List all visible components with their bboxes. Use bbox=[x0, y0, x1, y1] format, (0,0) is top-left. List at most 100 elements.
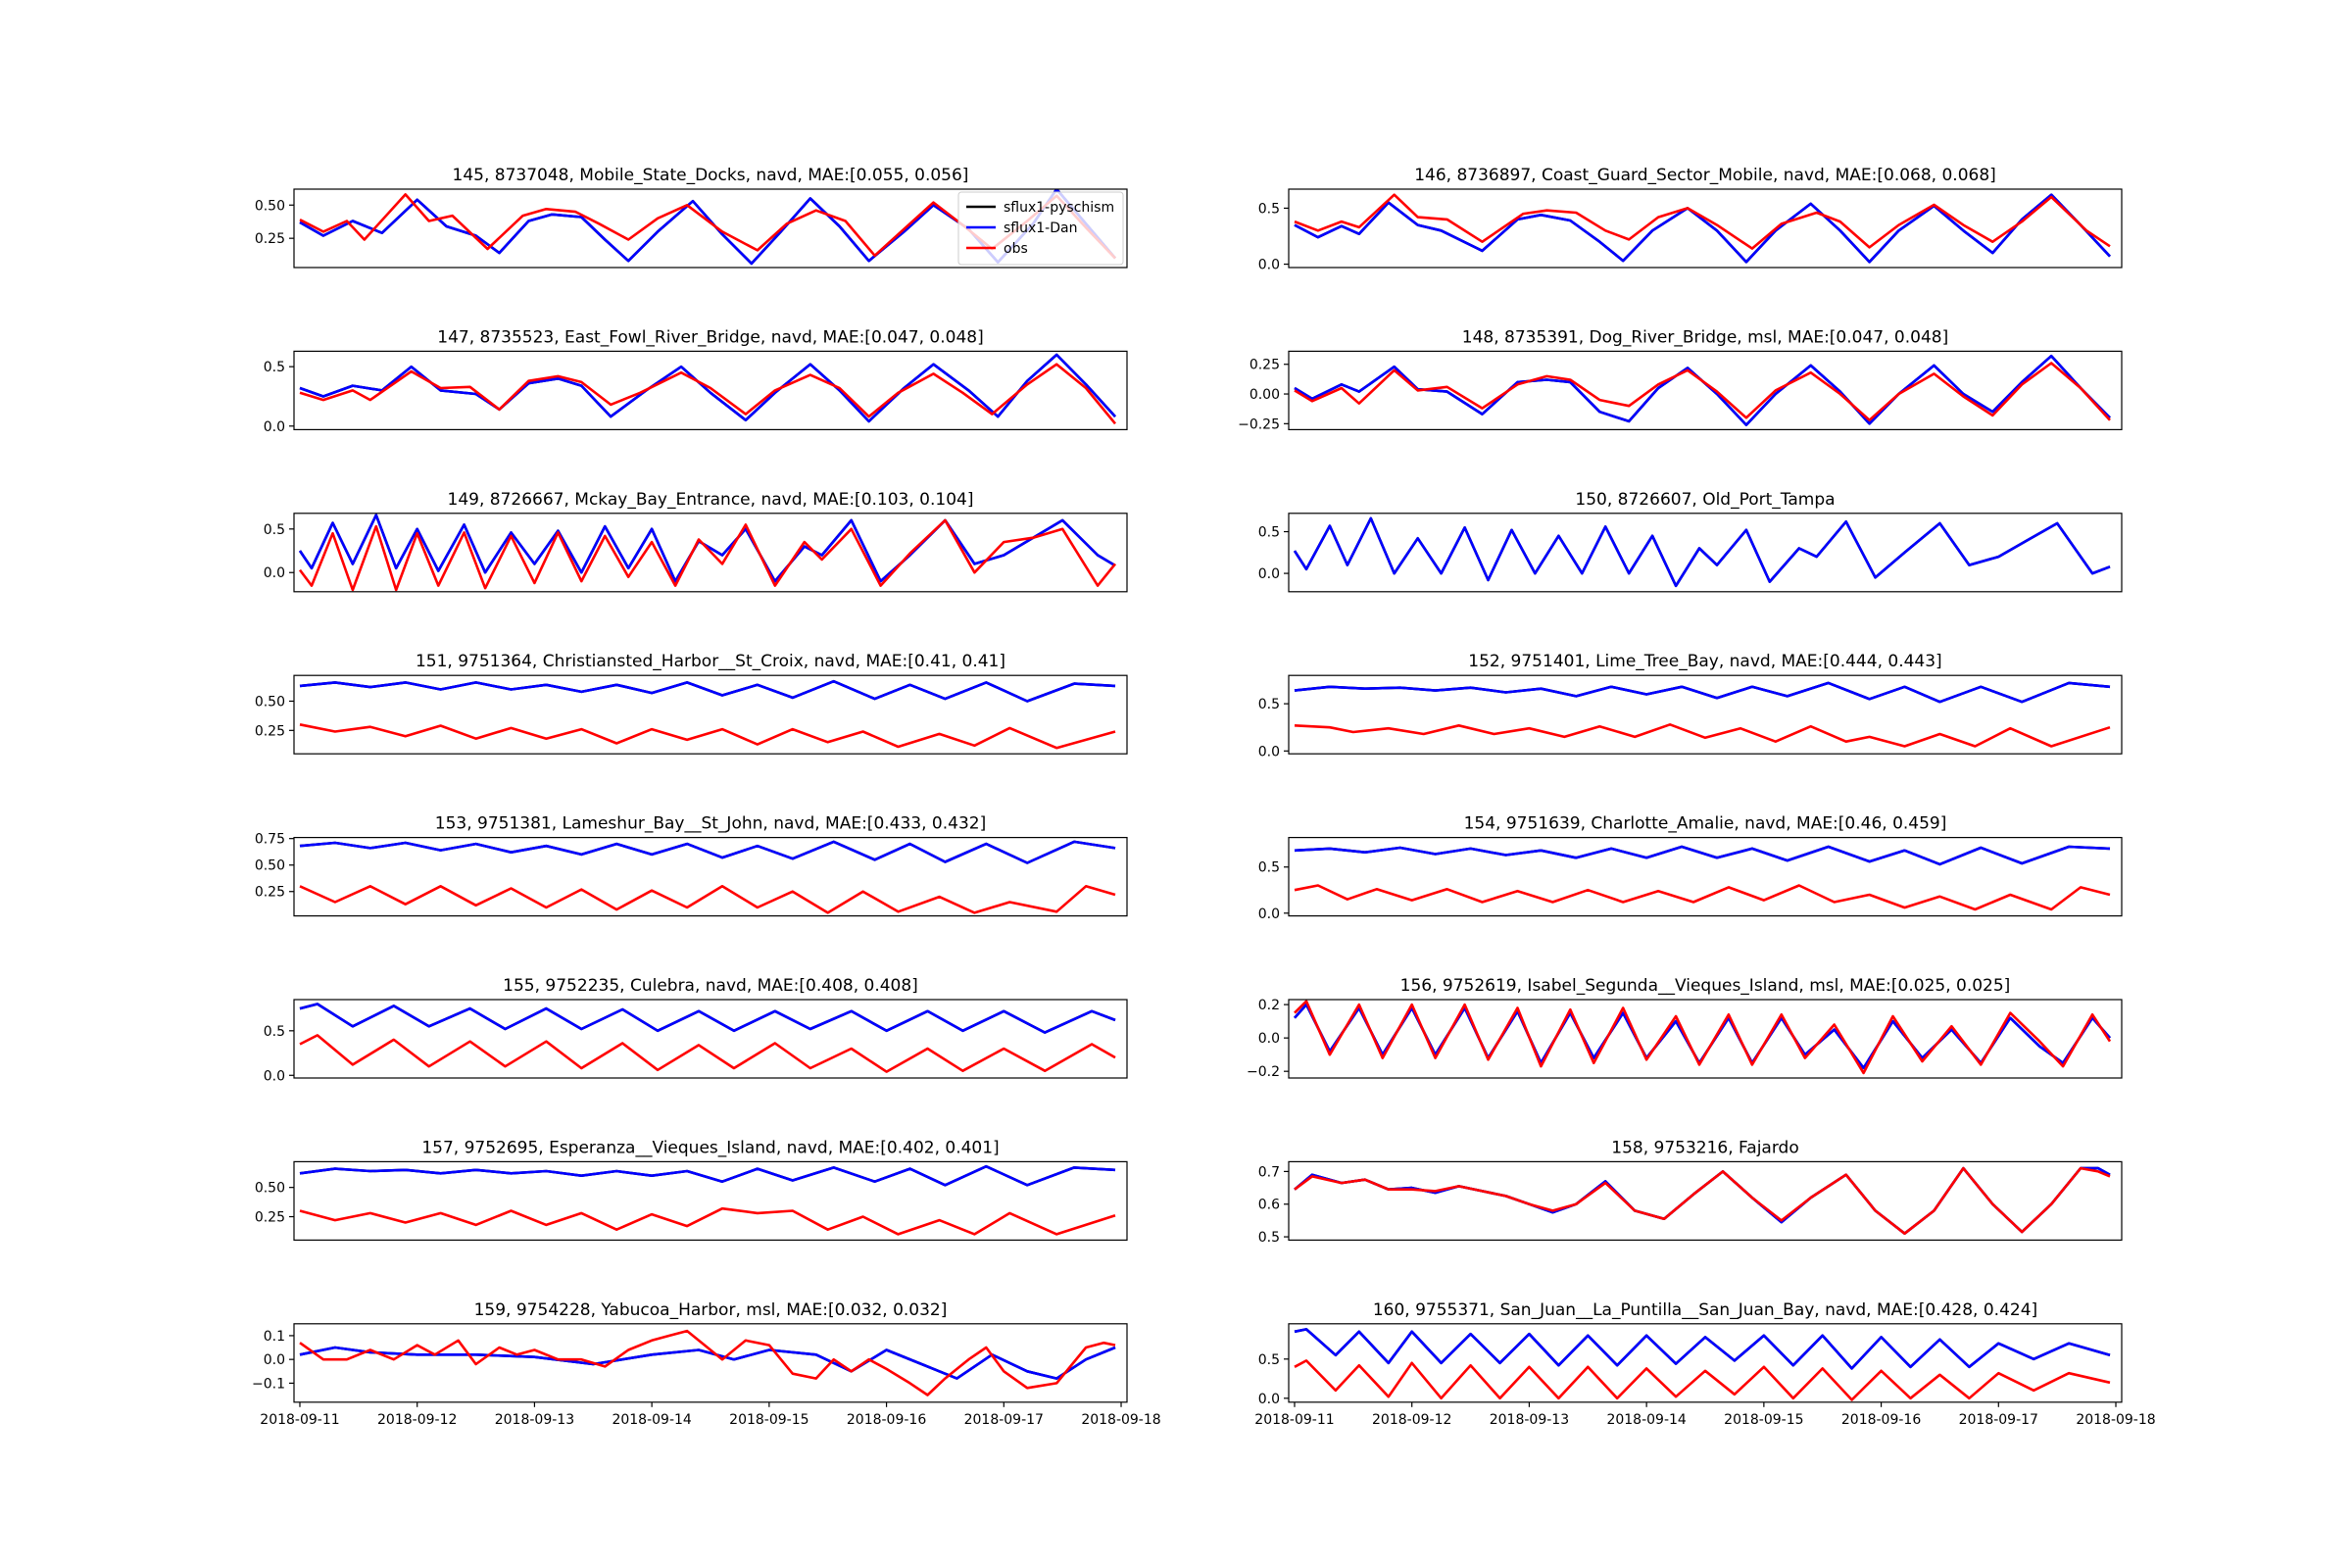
subplot-8: 152, 9751401, Lime_Tree_Bay, navd, MAE:[… bbox=[1258, 652, 2123, 760]
legend-box bbox=[957, 191, 1124, 266]
axes-frame bbox=[1288, 188, 2123, 269]
y-tick-label: 0.50 bbox=[255, 1181, 285, 1197]
y-tick-label: 0.5 bbox=[264, 360, 285, 375]
legend-label: sflux1-pyschism bbox=[1004, 200, 1114, 216]
x-tick-label: 2018-09-13 bbox=[1490, 1412, 1569, 1428]
series-sflux1-Dan bbox=[1294, 681, 2111, 704]
legend-label: sflux1-Dan bbox=[1004, 220, 1077, 236]
series-sflux1-Dan bbox=[1294, 193, 2111, 264]
series-sflux1-Dan bbox=[298, 514, 1116, 583]
y-tick-label: 0.5 bbox=[264, 1024, 285, 1040]
y-tick-label: 0.25 bbox=[1250, 358, 1280, 373]
y-tick-label: 0.25 bbox=[255, 885, 285, 901]
subplot-title: 152, 9751401, Lime_Tree_Bay, navd, MAE:[… bbox=[1468, 652, 1941, 671]
axes-frame bbox=[1288, 674, 2123, 755]
y-tick-label: 0.5 bbox=[1258, 697, 1280, 712]
y-tick-label: 0.0 bbox=[264, 1352, 285, 1368]
subplot-title: 147, 8735523, East_Fowl_River_Bridge, na… bbox=[437, 327, 983, 347]
series-sflux1-pyschism bbox=[1294, 1166, 2111, 1235]
subplot-title: 153, 9751381, Lameshur_Bay__St_John, nav… bbox=[435, 814, 986, 834]
axes-frame bbox=[1288, 1323, 2123, 1403]
y-tick-label: 0.5 bbox=[1258, 1230, 1280, 1246]
subplot-title: 150, 8726607, Old_Port_Tampa bbox=[1575, 490, 1835, 510]
x-tick-label: 2018-09-13 bbox=[495, 1412, 574, 1428]
subplot-title: 155, 9752235, Culebra, navd, MAE:[0.408,… bbox=[503, 976, 918, 996]
subplot-14: 158, 9753216, Fajardo 0.5 0.6 0.7 bbox=[1258, 1138, 2123, 1246]
series-sflux1-Dan bbox=[299, 840, 1116, 864]
y-tick-label: 0.5 bbox=[1258, 860, 1280, 876]
x-tick-label: 2018-09-16 bbox=[847, 1412, 926, 1428]
subplot-7: 151, 9751364, Christiansted_Harbor__St_C… bbox=[255, 652, 1128, 755]
legend-label: obs bbox=[1004, 241, 1028, 257]
x-tick-label: 2018-09-17 bbox=[1959, 1412, 2038, 1428]
subplot-title: 159, 9754228, Yabucoa_Harbor, msl, MAE:[… bbox=[474, 1300, 948, 1320]
series-obs bbox=[1294, 723, 2111, 748]
axes-frame bbox=[293, 188, 1128, 269]
y-tick-label: −0.2 bbox=[1247, 1064, 1280, 1080]
x-tick-label: 2018-09-12 bbox=[377, 1412, 457, 1428]
series-obs bbox=[299, 363, 1117, 425]
series-sflux1-pyschism bbox=[299, 1003, 1116, 1034]
y-tick-label: 0.00 bbox=[1250, 387, 1280, 403]
subplot-13: 157, 9752695, Esperanza__Vieques_Island,… bbox=[255, 1138, 1128, 1242]
series-obs bbox=[299, 1034, 1116, 1073]
subplot-title: 148, 8735391, Dog_River_Bridge, msl, MAE… bbox=[1462, 327, 1948, 347]
x-tick-label: 2018-09-14 bbox=[1606, 1412, 1686, 1428]
subplot-9: 153, 9751381, Lameshur_Bay__St_John, nav… bbox=[255, 814, 1128, 917]
y-tick-label: 0.5 bbox=[1258, 201, 1280, 217]
series-obs bbox=[1294, 1166, 2111, 1235]
y-tick-label: 0.25 bbox=[255, 231, 285, 247]
axes-frame bbox=[1288, 513, 2123, 593]
axes-frame bbox=[293, 674, 1128, 755]
y-tick-label: 0.50 bbox=[255, 694, 285, 710]
legend: sflux1-pyschism sflux1-Dan obs bbox=[957, 191, 1124, 266]
series-sflux1-Dan bbox=[1294, 1328, 2111, 1370]
y-tick-label: 0.0 bbox=[1258, 744, 1280, 760]
subplot-10: 154, 9751639, Charlotte_Amalie, navd, MA… bbox=[1258, 814, 2123, 922]
y-tick-label: 0.1 bbox=[264, 1329, 285, 1345]
subplot-title: 149, 8726667, Mckay_Bay_Entrance, navd, … bbox=[448, 490, 974, 510]
axes-frame bbox=[1288, 836, 2123, 917]
subplot-12: 156, 9752619, Isabel_Segunda__Vieques_Is… bbox=[1247, 976, 2123, 1080]
series-sflux1-Dan bbox=[299, 1003, 1116, 1034]
subplot-title: 158, 9753216, Fajardo bbox=[1611, 1138, 1798, 1157]
subplot-4: 148, 8735391, Dog_River_Bridge, msl, MAE… bbox=[1238, 327, 2123, 432]
y-tick-label: 0.0 bbox=[1258, 258, 1280, 273]
y-tick-label: 0.5 bbox=[1258, 1352, 1280, 1368]
subplot-11: 155, 9752235, Culebra, navd, MAE:[0.408,… bbox=[264, 976, 1128, 1084]
y-tick-label: 0.75 bbox=[255, 832, 285, 848]
subplot-16: 160, 9755371, San_Juan__La_Puntilla__San… bbox=[1254, 1300, 2155, 1428]
subplot-6: 150, 8726607, Old_Port_Tampa 0.0 0.5 bbox=[1258, 490, 2123, 593]
y-tick-label: 0.6 bbox=[1258, 1198, 1280, 1213]
y-tick-label: 0.0 bbox=[1258, 566, 1280, 582]
axes-frame bbox=[293, 513, 1128, 593]
y-tick-label: 0.0 bbox=[1258, 1031, 1280, 1047]
y-tick-label: 0.0 bbox=[264, 1068, 285, 1084]
y-tick-label: 0.5 bbox=[264, 522, 285, 538]
x-tick-label: 2018-09-11 bbox=[1254, 1412, 1334, 1428]
series-obs bbox=[1294, 362, 2111, 421]
subplot-title: 151, 9751364, Christiansted_Harbor__St_C… bbox=[416, 652, 1005, 671]
y-tick-label: 0.5 bbox=[1258, 525, 1280, 541]
subplot-2: 146, 8736897, Coast_Guard_Sector_Mobile,… bbox=[1258, 166, 2123, 273]
subplot-title: 146, 8736897, Coast_Guard_Sector_Mobile,… bbox=[1414, 166, 1996, 185]
y-tick-label: −0.25 bbox=[1238, 416, 1280, 432]
series-obs bbox=[1294, 1000, 2112, 1075]
axes-frame bbox=[293, 1323, 1128, 1403]
series-sflux1-Dan bbox=[1294, 1166, 2111, 1235]
series-obs bbox=[299, 1206, 1116, 1236]
y-tick-label: 0.50 bbox=[255, 858, 285, 874]
series-sflux1-Dan bbox=[1294, 354, 2111, 426]
y-tick-label: 0.0 bbox=[1258, 1392, 1280, 1407]
subplot-3: 147, 8735523, East_Fowl_River_Bridge, na… bbox=[264, 327, 1128, 435]
series-sflux1-pyschism bbox=[1294, 193, 2111, 264]
subplot-title: 145, 8737048, Mobile_State_Docks, navd, … bbox=[453, 166, 969, 185]
subplot-title: 154, 9751639, Charlotte_Amalie, navd, MA… bbox=[1464, 814, 1947, 834]
x-tick-label: 2018-09-18 bbox=[2076, 1412, 2155, 1428]
axes-frame bbox=[1288, 999, 2123, 1079]
y-tick-label: 0.7 bbox=[1258, 1164, 1280, 1180]
y-tick-label: 0.25 bbox=[255, 723, 285, 739]
x-tick-label: 2018-09-12 bbox=[1372, 1412, 1451, 1428]
y-tick-label: 0.0 bbox=[264, 565, 285, 581]
